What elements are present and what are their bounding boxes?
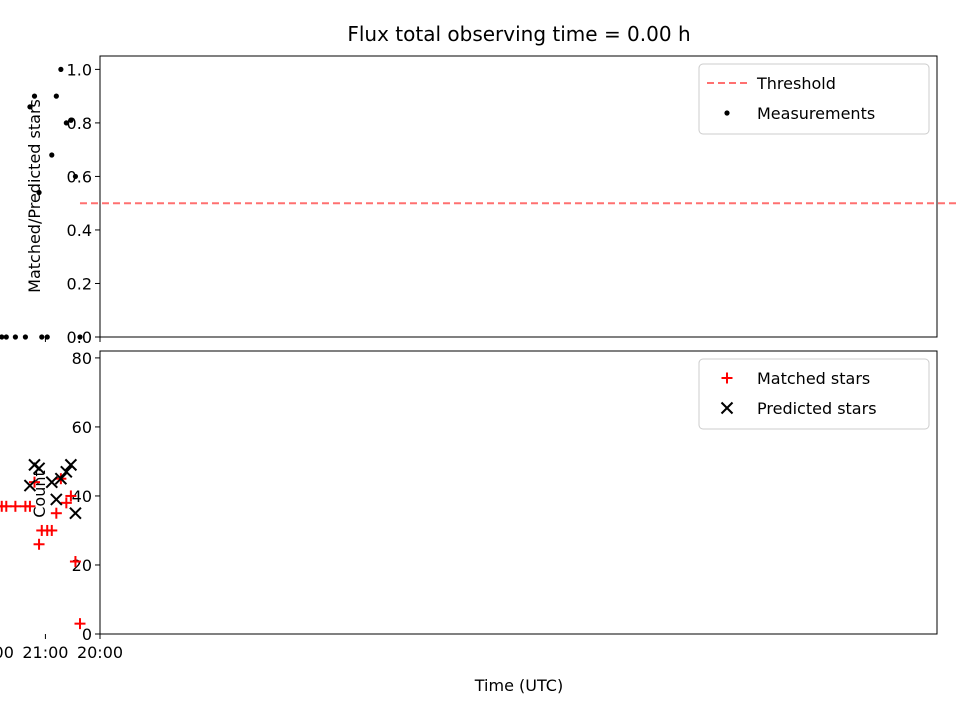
predicted-star-marker — [69, 507, 82, 520]
matched-star-marker — [69, 556, 81, 568]
y-tick-label: 60 — [72, 418, 92, 437]
x-tick-label: 22:00 — [0, 643, 14, 662]
data-point — [31, 93, 38, 99]
marker-stroke — [60, 465, 73, 478]
data-point — [27, 104, 33, 110]
data-point — [77, 334, 83, 340]
legend-box — [698, 63, 930, 135]
data-point — [49, 152, 55, 158]
predicted-star-marker — [28, 458, 41, 472]
y-tick-label: 40 — [72, 487, 92, 506]
y-tick-label: 1.0 — [67, 60, 92, 79]
data-point — [39, 334, 45, 340]
predicted-star-marker — [45, 475, 58, 489]
predicted-star-marker — [60, 465, 73, 478]
data-point — [0, 334, 5, 340]
plot-star-counts: Count Time (UTC) 02040608020:0021:0022:0… — [0, 349, 938, 695]
data-point — [12, 334, 18, 340]
marker-stroke — [23, 479, 37, 492]
marker-stroke — [50, 493, 63, 506]
y-tick-label: 0.4 — [67, 221, 92, 240]
legend-label: Measurements — [757, 104, 875, 123]
matched-star-marker — [36, 524, 48, 536]
data-point — [44, 334, 50, 340]
y-tick-label: 0 — [82, 625, 92, 644]
data-point — [68, 117, 74, 123]
matched-star-marker — [60, 497, 72, 509]
marker-stroke — [69, 507, 82, 520]
matched-star-marker — [65, 490, 77, 502]
data-point — [3, 334, 9, 340]
data-point — [58, 66, 64, 72]
legend-box — [698, 358, 930, 430]
predicted-star-marker — [54, 472, 68, 485]
matched-star-marker — [50, 507, 62, 519]
x-tick-label: 21:00 — [22, 643, 68, 662]
x-axis-label-time: Time (UTC) — [474, 676, 563, 695]
legend: Matched stars Predicted stars — [698, 358, 930, 430]
axes-frame — [99, 350, 938, 635]
x-tick-label: 20:00 — [77, 643, 123, 662]
predicted-star-marker — [50, 493, 63, 506]
axes-frame — [99, 55, 938, 338]
marker-stroke — [54, 472, 68, 485]
y-tick-label: 0.2 — [67, 274, 92, 293]
predicted-star-marker — [23, 479, 37, 492]
matched-star-marker — [33, 538, 45, 550]
marker-stroke — [28, 458, 41, 472]
matched-star-marker — [0, 505, 3, 508]
matched-star-marker — [74, 618, 86, 630]
y-axis-label-ratio: Matched/Predicted stars — [25, 99, 44, 293]
data-point — [72, 173, 79, 180]
y-tick-label: 0.6 — [67, 167, 92, 186]
legend-label: Threshold — [756, 74, 836, 93]
y-tick-label: 80 — [72, 349, 92, 368]
predicted-star-marker — [64, 458, 78, 472]
data-point — [53, 93, 59, 99]
marker-stroke — [45, 475, 58, 489]
y-tick-label: 0.8 — [67, 114, 92, 133]
chart-title: Flux total observing time = 0.00 h — [347, 22, 690, 46]
data-point — [36, 189, 42, 196]
marker-stroke — [64, 458, 78, 472]
legend-label: Predicted stars — [757, 399, 877, 418]
legend: Threshold Measurements — [698, 63, 930, 135]
legend-label: Matched stars — [757, 369, 870, 388]
plot-match-ratio: Matched/Predicted stars 0.00.20.40.60.81… — [0, 55, 960, 347]
matched-star-marker — [19, 500, 31, 512]
legend-swatch — [720, 401, 734, 415]
legend-swatch — [724, 110, 730, 116]
data-point — [22, 334, 28, 340]
data-point — [63, 120, 69, 126]
